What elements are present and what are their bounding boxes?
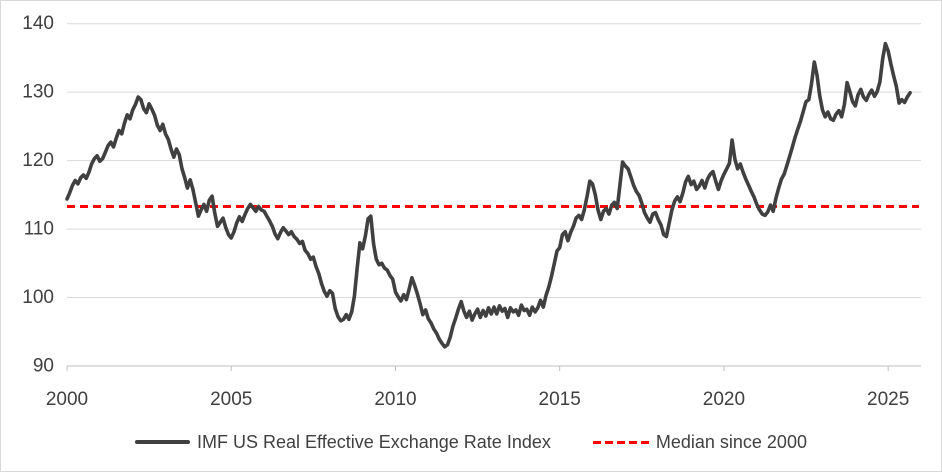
legend-label-median: Median since 2000 (655, 431, 807, 452)
y-axis-label: 130 (22, 82, 54, 103)
dashed-line-swatch-icon (592, 440, 649, 444)
chart-legend: IMF US Real Effective Exchange Rate Inde… (1, 427, 941, 457)
x-axis-label: 2000 (46, 389, 88, 410)
x-axis-label: 2005 (210, 389, 252, 410)
y-axis-label: 90 (33, 356, 54, 377)
y-axis-label: 110 (24, 219, 54, 240)
x-axis-label: 2010 (374, 389, 416, 410)
series-line (65, 41, 912, 349)
legend-item-reer: IMF US Real Effective Exchange Rate Inde… (135, 432, 551, 453)
x-axis-label: 2020 (703, 389, 745, 410)
y-axis-label: 100 (22, 287, 54, 308)
x-axis-label: 2015 (539, 389, 581, 410)
x-axis-label: 2025 (867, 389, 909, 410)
solid-line-swatch-icon (135, 440, 191, 444)
legend-label-reer: IMF US Real Effective Exchange Rate Inde… (197, 431, 551, 452)
legend-item-median: Median since 2000 (592, 431, 807, 453)
y-axis-label: 140 (22, 13, 54, 34)
y-axis-label: 120 (22, 150, 54, 171)
